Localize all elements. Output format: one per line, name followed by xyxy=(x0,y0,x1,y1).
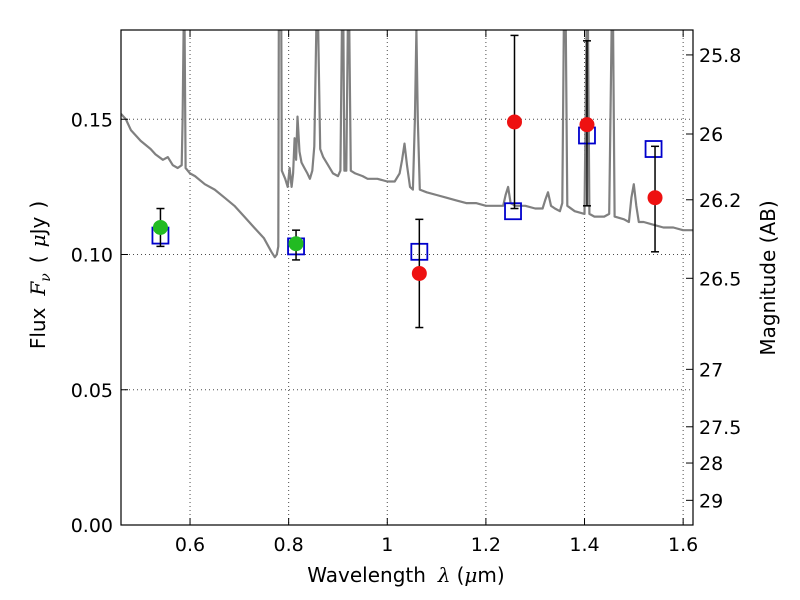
spectrum-line xyxy=(121,30,693,259)
y-label-word: Flux xyxy=(26,307,50,349)
x-tick-label: 1.6 xyxy=(668,534,698,556)
data-layer xyxy=(121,30,693,329)
red-data-point xyxy=(411,265,427,281)
x-tick-label: 0.8 xyxy=(274,534,304,556)
plot-background xyxy=(121,30,693,525)
x-label-symbol: λ xyxy=(437,563,451,587)
y-axis-label: Flux Fν ( μJy) xyxy=(26,201,54,349)
x-tick-label: 1 xyxy=(381,534,393,556)
model-square-marker xyxy=(504,202,522,221)
y2-tick-label: 27 xyxy=(699,359,723,381)
y2-tick-label: 26 xyxy=(699,124,723,146)
ticks: 0.6 0.8 1 1.2 1.4 1.6 0.00 0.05 0.10 0.15 25.8 26 26… xyxy=(71,30,741,556)
y-tick-label: 0.05 xyxy=(71,380,113,402)
plot-frame xyxy=(120,29,694,526)
x-label-unit: m) xyxy=(477,563,504,587)
y-tick-label: 0.15 xyxy=(71,109,113,131)
red-data-point xyxy=(579,117,595,133)
x-tick-label: 0.6 xyxy=(175,534,205,556)
y2-tick-label: 29 xyxy=(699,490,723,512)
red-data-point xyxy=(647,190,663,206)
y-label-subscript: ν xyxy=(38,273,54,282)
x-label-open: ( xyxy=(457,563,465,587)
y2-tick-label: 25.8 xyxy=(699,45,741,67)
y-tick-label: 0.00 xyxy=(71,515,113,537)
green-data-point xyxy=(288,236,304,252)
y-label-symbol: F xyxy=(26,281,50,297)
x-label-word: Wavelength xyxy=(307,563,426,587)
y2-tick-label: 27.5 xyxy=(699,417,741,439)
y-label-mu: μ xyxy=(26,234,50,247)
model-square-marker xyxy=(644,140,663,158)
y2-tick-label: 28 xyxy=(699,453,723,475)
y2-tick-label: 26.2 xyxy=(699,190,741,212)
green-data-point xyxy=(152,219,168,235)
y-label-open: ( xyxy=(26,255,50,263)
x-label-mu: μ xyxy=(464,563,477,587)
red-data-point xyxy=(506,114,522,130)
y2-tick-label: 26.5 xyxy=(699,268,741,290)
y2-axis-label: Magnitude (AB) xyxy=(756,200,780,355)
y-label-close: ) xyxy=(26,201,50,209)
x-axis-label: Wavelength λ (μm) xyxy=(307,563,504,587)
x-tick-label: 1.2 xyxy=(471,534,501,556)
y-label-unit: Jy xyxy=(26,216,50,236)
y-tick-label: 0.10 xyxy=(71,245,113,267)
x-tick-label: 1.4 xyxy=(569,534,599,556)
